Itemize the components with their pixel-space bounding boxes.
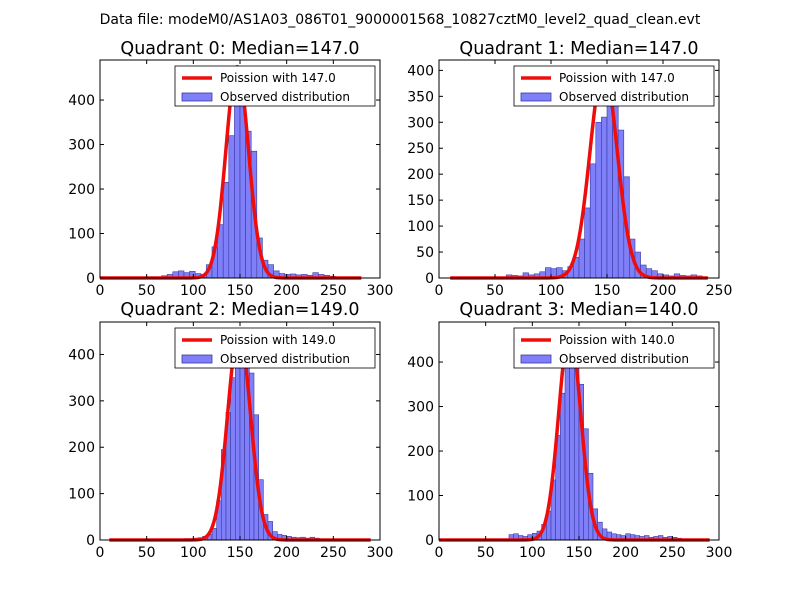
legend: Poission with 140.0 Observed distribution <box>513 327 715 369</box>
y-tick-label: 0 <box>425 533 434 549</box>
y-tick-label: 400 <box>407 63 434 79</box>
y-tick-label: 0 <box>86 271 95 287</box>
histogram-bar <box>235 344 241 541</box>
histogram-bar <box>589 163 597 279</box>
x-tick-label: 300 <box>367 283 394 299</box>
x-tick-label: 250 <box>320 545 347 561</box>
x-tick-label: 50 <box>138 545 156 561</box>
x-tick-label: 100 <box>519 545 546 561</box>
x-tick-label: 50 <box>477 545 495 561</box>
y-tick-label: 200 <box>407 167 434 183</box>
histogram-bar <box>228 135 235 279</box>
legend-label-poisson: Poission with 140.0 <box>559 333 675 347</box>
y-tick-label: 300 <box>407 400 434 416</box>
legend-box <box>513 327 715 369</box>
x-tick-label: 300 <box>367 545 394 561</box>
legend-label-observed: Observed distribution <box>559 90 689 104</box>
histogram-bar <box>222 182 230 279</box>
legend-label-observed: Observed distribution <box>220 90 350 104</box>
x-tick-label: 50 <box>486 283 504 299</box>
x-tick-label: 0 <box>96 283 105 299</box>
y-tick-label: 50 <box>416 245 434 261</box>
y-tick-label: 100 <box>407 219 434 235</box>
legend: Poission with 147.0 Observed distribution <box>513 65 715 107</box>
histogram-bar <box>601 116 608 279</box>
panel-quadrant-2: Quadrant 2: Median=149.0 0 50 100 150 200 250… <box>68 300 393 561</box>
x-tick-label: 250 <box>320 283 347 299</box>
panel-quadrant-0: Quadrant 0: Median=147.0 0 50 100 150 200 250… <box>68 39 393 299</box>
panel-quadrant-1: Quadrant 1: Median=147.0 0 50 100 150 200 250… <box>407 39 732 299</box>
y-tick-label: 250 <box>407 141 434 157</box>
x-tick-label: 300 <box>706 545 733 561</box>
panel-title: Quadrant 2: Median=149.0 <box>120 300 359 320</box>
axes-frame: 0 50 100 150 200 250 300 0 100 200 300 400 <box>68 321 394 561</box>
x-tick-label: 100 <box>180 283 207 299</box>
x-tick-label: 0 <box>96 545 105 561</box>
x-tick-label: 0 <box>435 283 444 299</box>
y-tick-label: 200 <box>68 182 95 198</box>
legend-label-poisson: Poission with 147.0 <box>220 71 336 85</box>
legend-label-observed: Observed distribution <box>559 352 689 366</box>
axes-frame: 0 50 100 150 200 250 0 50 100 150 200 250 300 350 400 <box>407 59 733 299</box>
y-tick-label: 100 <box>407 489 434 505</box>
y-tick-label: 300 <box>68 138 95 154</box>
figure-suptitle: Data file: modeM0/AS1A03_086T01_90000015… <box>100 12 701 28</box>
histogram-bar <box>560 392 566 541</box>
y-tick-label: 150 <box>407 193 434 209</box>
x-tick-label: 250 <box>706 283 733 299</box>
histogram-bar <box>584 207 591 279</box>
y-tick-label: 0 <box>86 533 95 549</box>
axes-frame: 0 50 100 150 200 250 300 0 100 200 300 400 <box>68 59 394 299</box>
legend: Poission with 149.0 Observed distribution <box>174 327 376 369</box>
legend-bar-swatch <box>520 92 552 102</box>
y-tick-label: 200 <box>68 440 95 456</box>
x-tick-label: 200 <box>273 283 300 299</box>
x-tick-label: 150 <box>566 545 593 561</box>
x-tick-label: 100 <box>180 545 207 561</box>
legend-bar-swatch <box>181 92 213 102</box>
y-tick-label: 400 <box>68 93 95 109</box>
histogram-bar <box>564 352 570 541</box>
panel-title: Quadrant 0: Median=147.0 <box>120 39 359 59</box>
histogram-bar <box>230 377 236 541</box>
legend: Poission with 147.0 Observed distribution <box>174 65 376 107</box>
y-tick-label: 200 <box>407 444 434 460</box>
y-tick-label: 100 <box>68 487 95 503</box>
x-tick-label: 150 <box>594 283 621 299</box>
x-tick-label: 0 <box>435 545 444 561</box>
legend-bar-swatch <box>181 354 213 364</box>
histogram-bar <box>234 90 241 279</box>
panel-quadrant-3: Quadrant 3: Median=140.0 0 50 100 150 200 250… <box>407 300 732 561</box>
histogram-bar <box>595 121 602 279</box>
panel-title: Quadrant 1: Median=147.0 <box>459 39 698 59</box>
axes-frame: 0 50 100 150 200 250 300 0 100 200 300 400 <box>407 321 733 561</box>
legend-label-poisson: Poission with 147.0 <box>559 71 675 85</box>
y-tick-label: 350 <box>407 89 434 105</box>
y-tick-label: 100 <box>68 227 95 243</box>
x-tick-label: 200 <box>612 545 639 561</box>
x-tick-label: 200 <box>650 283 677 299</box>
x-tick-label: 250 <box>659 545 686 561</box>
histogram-bar <box>578 238 585 279</box>
legend-bar-swatch <box>520 354 552 364</box>
x-tick-label: 50 <box>138 283 156 299</box>
x-tick-label: 200 <box>273 545 300 561</box>
panel-title: Quadrant 3: Median=140.0 <box>459 300 698 320</box>
histogram-bars <box>179 333 320 541</box>
y-tick-label: 300 <box>68 394 95 410</box>
y-tick-label: 0 <box>425 271 434 287</box>
x-tick-label: 150 <box>227 545 254 561</box>
y-tick-label: 400 <box>407 355 434 371</box>
y-tick-label: 300 <box>407 115 434 131</box>
legend-label-poisson: Poission with 149.0 <box>220 333 336 347</box>
axes-box <box>438 59 720 279</box>
legend-label-observed: Observed distribution <box>220 352 350 366</box>
y-tick-label: 400 <box>68 347 95 363</box>
x-tick-label: 150 <box>227 283 254 299</box>
x-tick-label: 100 <box>538 283 565 299</box>
